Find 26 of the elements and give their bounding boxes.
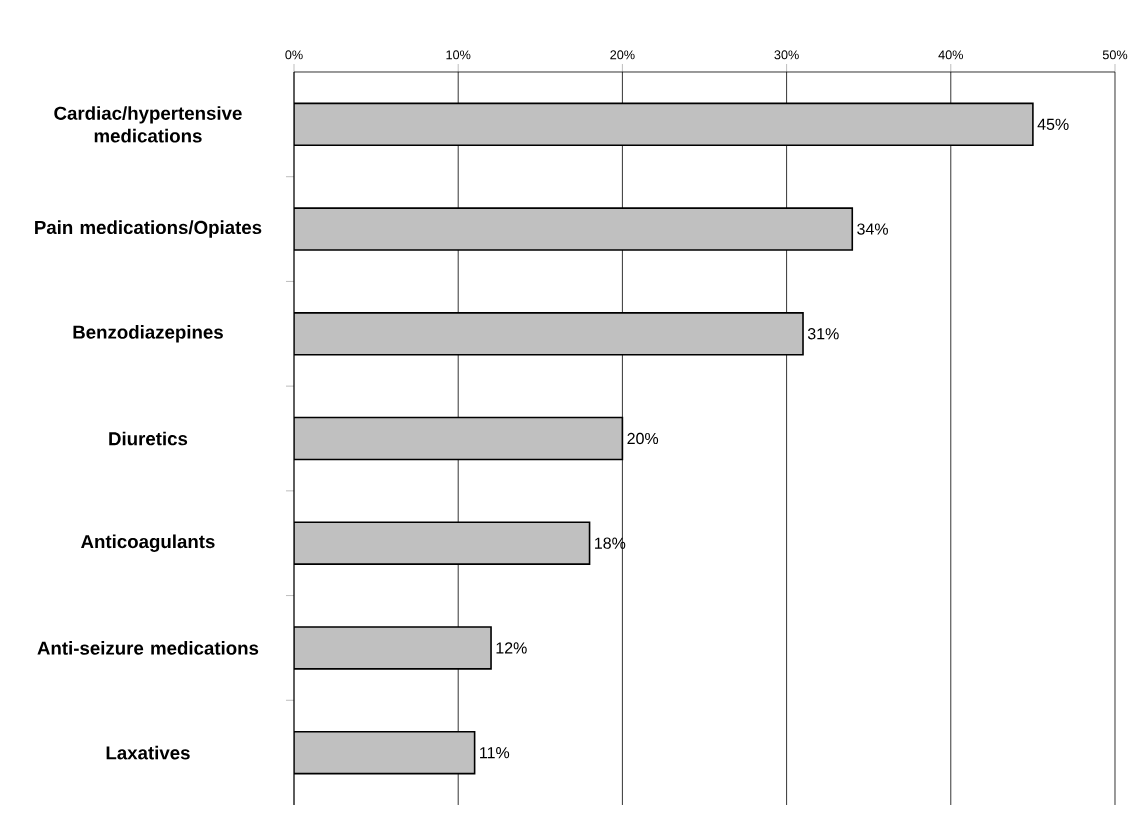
y-tick-label: Diuretics [109,431,188,446]
bar [294,312,804,356]
bar [294,416,624,461]
bar [294,730,476,775]
data-label: 12% [496,642,527,654]
data-label: 20% [627,432,659,445]
bar [294,626,492,670]
y-tick-label: Cardiac/hypertensive medications [54,106,242,143]
bar [294,207,854,251]
y-tick-label: Pain medications/Opiates [35,220,262,238]
y-tick-label: Anti-seizure medications [37,641,259,655]
y-tick-label: Anticoagulants [81,534,215,552]
x-tick-label: 40% [938,50,964,60]
bar [294,102,1034,147]
data-label: 11% [480,747,510,759]
x-tick-label: 20% [610,50,635,60]
data-label: 31% [807,328,839,340]
x-tick-label: 30% [774,50,799,60]
bar [294,521,591,565]
y-tick-label: Benzodiazepines [73,325,223,343]
x-tick-label: 0% [285,50,303,60]
x-tick-label: 50% [1102,50,1128,60]
x-tick-label: 10% [446,50,471,60]
y-tick-label: Laxatives [106,745,190,760]
data-label: 45% [1037,118,1069,130]
data-label: 34% [857,223,888,235]
